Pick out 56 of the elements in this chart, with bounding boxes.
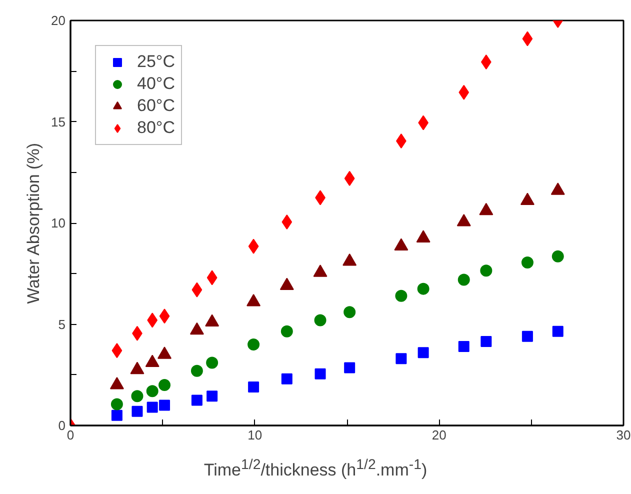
point bbox=[131, 390, 144, 402]
point bbox=[159, 400, 170, 411]
point bbox=[132, 406, 143, 417]
point bbox=[552, 250, 564, 262]
point bbox=[191, 394, 202, 406]
point bbox=[480, 264, 492, 277]
legend-label: 25°C bbox=[137, 52, 175, 72]
point bbox=[395, 290, 408, 302]
point bbox=[522, 330, 533, 342]
point bbox=[192, 282, 202, 298]
x-tick-label: 10 bbox=[248, 428, 262, 442]
point bbox=[206, 390, 218, 402]
point bbox=[344, 362, 356, 374]
point bbox=[190, 364, 203, 377]
point bbox=[522, 31, 533, 46]
point bbox=[206, 356, 218, 369]
point bbox=[248, 338, 260, 350]
point bbox=[281, 373, 292, 384]
point bbox=[344, 306, 356, 318]
point bbox=[146, 385, 158, 398]
x-tick-label: 30 bbox=[616, 428, 631, 442]
point bbox=[282, 214, 292, 230]
y-tick-label: 5 bbox=[58, 316, 66, 332]
point bbox=[417, 282, 430, 295]
legend-label: 80°C bbox=[137, 118, 175, 138]
point bbox=[552, 326, 564, 337]
point bbox=[280, 325, 293, 338]
x-axis-title: Time$^{1/2}$/thickness (h$^{1/2}$.mm$^{-1}$) bbox=[202, 456, 428, 482]
point bbox=[110, 398, 123, 410]
point bbox=[112, 343, 122, 358]
point bbox=[480, 336, 492, 347]
point bbox=[344, 170, 355, 186]
x-tick-label: 20 bbox=[432, 428, 446, 442]
point bbox=[206, 270, 218, 286]
point bbox=[158, 379, 171, 391]
point bbox=[458, 341, 470, 352]
y-axis-title: Water Absorption (%) bbox=[24, 142, 44, 304]
point bbox=[248, 382, 260, 393]
point bbox=[458, 84, 470, 100]
y-tick-label: 20 bbox=[51, 13, 66, 28]
y-tick-label: 15 bbox=[51, 114, 66, 130]
y-tick-label: 10 bbox=[51, 216, 66, 230]
point bbox=[314, 368, 326, 380]
legend-label: 60°C bbox=[137, 96, 175, 116]
point bbox=[147, 312, 158, 328]
point bbox=[314, 314, 326, 326]
point bbox=[146, 402, 158, 413]
point bbox=[248, 238, 259, 254]
point bbox=[111, 410, 122, 421]
point bbox=[458, 274, 470, 286]
point bbox=[159, 308, 170, 324]
point bbox=[396, 353, 407, 364]
point bbox=[418, 347, 429, 358]
legend-label: 40°C bbox=[137, 74, 175, 94]
point bbox=[521, 256, 534, 268]
y-tick-label: 0 bbox=[58, 418, 66, 433]
